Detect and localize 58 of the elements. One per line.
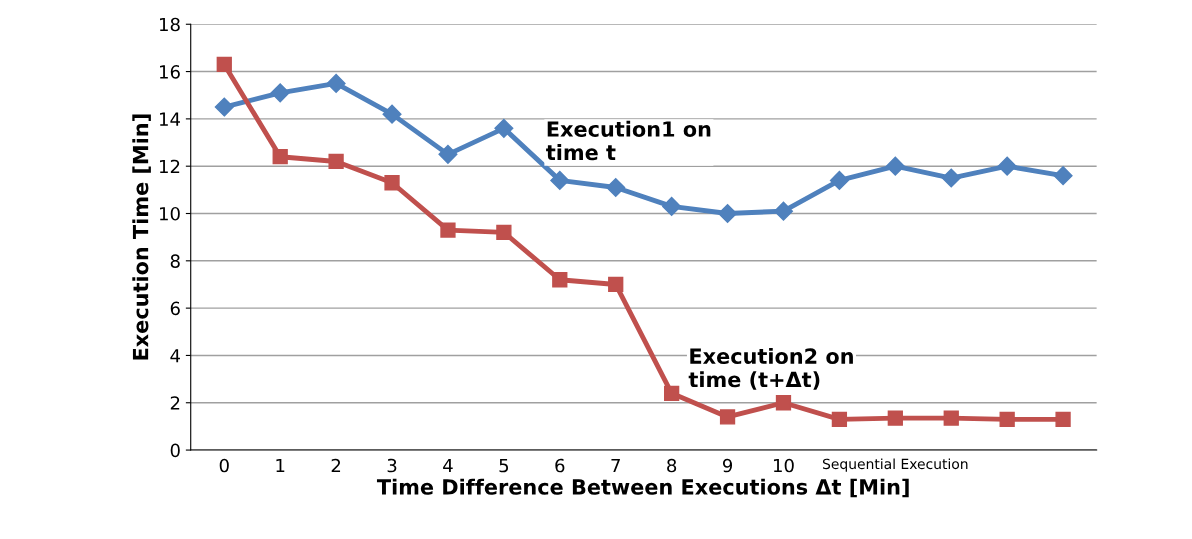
point	[552, 272, 568, 288]
point	[775, 395, 792, 411]
point	[328, 153, 344, 170]
y-tick-label: 8	[170, 254, 180, 268]
point	[662, 196, 682, 216]
point	[1053, 166, 1073, 186]
y-tick-label: 12	[160, 159, 180, 174]
point	[773, 201, 794, 221]
y-tick-label: 6	[170, 301, 180, 316]
point	[216, 56, 232, 73]
x-tick-label: 9	[722, 458, 733, 473]
y-tick-label: 0	[170, 443, 180, 458]
point	[718, 203, 738, 224]
point	[438, 144, 458, 164]
point	[664, 385, 680, 401]
point	[384, 175, 400, 191]
x-tick-label: 2	[331, 458, 341, 473]
y-axis-title: Execution Time [Min]	[132, 114, 151, 360]
x-tick-label: 4	[443, 458, 453, 473]
series-label: Execution1 on time t	[546, 120, 711, 161]
x-axis-title: Time Difference Between Executions Δt [Min]	[376, 478, 909, 498]
point	[887, 410, 903, 426]
point	[440, 222, 456, 238]
point	[550, 170, 570, 190]
point	[496, 224, 512, 241]
y-tick-label: 10	[160, 206, 180, 221]
point	[831, 411, 848, 427]
x-tick-label: 7	[611, 458, 620, 473]
point	[214, 97, 234, 117]
x-tick-label: 1	[276, 458, 285, 473]
point	[997, 156, 1017, 176]
point	[494, 118, 514, 138]
x-tick-label: 0	[219, 458, 229, 473]
point	[608, 276, 624, 293]
x-tick-label: 3	[387, 458, 397, 473]
point	[829, 170, 849, 190]
x-tick-label: 8	[667, 458, 677, 473]
point	[943, 410, 959, 426]
point	[326, 73, 346, 93]
point	[941, 168, 961, 188]
point	[606, 177, 626, 198]
point	[270, 83, 290, 103]
x-tick-label: Sequential Execution	[822, 458, 968, 472]
y-tick-label: 18	[160, 17, 180, 32]
x-tick-label: 5	[499, 458, 509, 473]
point	[272, 149, 288, 165]
x-tick-label: 10	[773, 458, 794, 473]
point	[382, 104, 402, 124]
y-tick-label: 16	[160, 65, 180, 79]
point	[885, 156, 905, 176]
point	[999, 411, 1015, 427]
point	[1055, 411, 1071, 427]
y-tick-label: 4	[170, 349, 180, 363]
point	[719, 409, 736, 425]
y-tick-label: 2	[170, 396, 180, 410]
x-tick-label: 6	[555, 458, 565, 473]
series-label: Execution2 on time (t+Δt)	[688, 347, 853, 390]
y-tick-label: 14	[160, 112, 180, 126]
